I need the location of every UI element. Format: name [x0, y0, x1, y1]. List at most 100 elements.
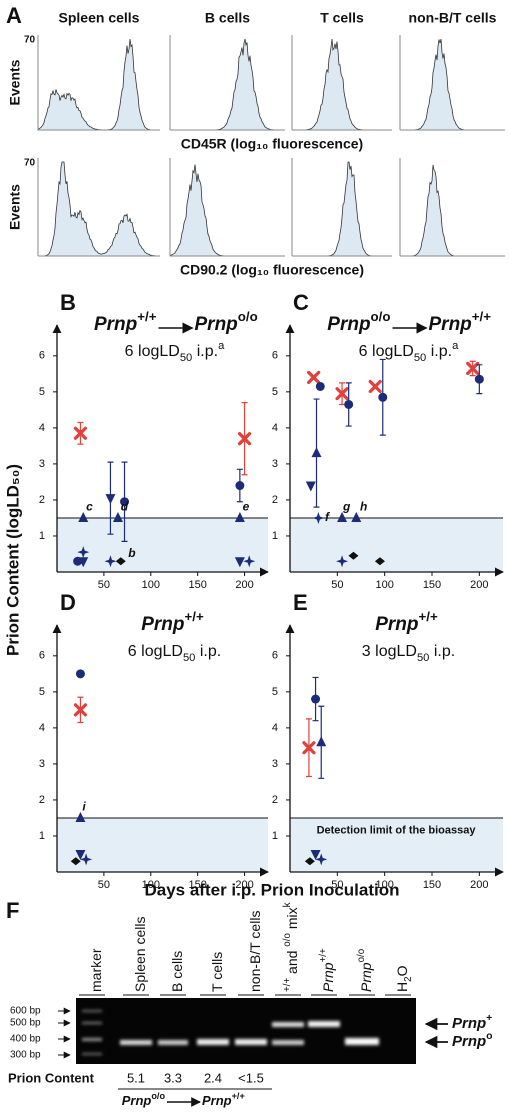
annotation: c	[86, 499, 93, 513]
x-tick-label: 200	[235, 579, 253, 591]
lane-label: non-B/T cells	[247, 911, 263, 992]
data-point	[115, 557, 126, 566]
text-segment: o/o	[282, 933, 293, 947]
data-point	[378, 392, 388, 402]
chart-title: Prnp+/+	[141, 609, 204, 635]
y-tick-label: 6	[272, 650, 278, 662]
data-point	[315, 381, 325, 391]
x-axis-label: CD45R (log₁₀ fluorescence)	[181, 136, 363, 152]
text-segment: i.p.	[195, 643, 221, 660]
lane-label: B cells	[169, 951, 185, 992]
data-point	[312, 511, 325, 524]
text-segment: +/+	[232, 1091, 245, 1101]
text-segment: 6 logLD	[125, 343, 180, 360]
transfer-from: Prnpo/o	[122, 1091, 166, 1108]
annotation: h	[360, 499, 367, 513]
text-segment: 50	[417, 652, 429, 664]
x-tick-label: 150	[188, 579, 206, 591]
data-point	[77, 546, 90, 559]
chart-title: Prnp+/+	[375, 609, 438, 635]
y-tick-label: 5	[39, 386, 45, 398]
x-tick-label: 100	[142, 879, 160, 891]
data-point	[351, 511, 362, 522]
data-point	[315, 853, 328, 866]
data-point	[316, 736, 327, 747]
y-tick-label: 1	[39, 530, 45, 542]
x-tick-label: 150	[423, 579, 441, 591]
annotation: e	[243, 499, 250, 513]
text-segment: O	[394, 965, 410, 976]
text-segment: Prnp	[375, 614, 418, 635]
lane-label: H2O	[394, 965, 414, 992]
y-tick-label: 1	[272, 530, 278, 542]
data-point	[304, 857, 315, 866]
text-segment: +/+	[419, 609, 438, 624]
chart-title: Prnp+/+	[429, 309, 492, 335]
data-point	[310, 849, 321, 860]
panel-label: A	[6, 3, 22, 28]
data-point	[78, 511, 89, 522]
y-max-label: 70	[24, 35, 36, 46]
band-label: Prnpo	[452, 1030, 493, 1050]
histogram	[38, 161, 160, 257]
gel-bands	[82, 1010, 379, 1055]
data-point	[80, 853, 93, 866]
data-point	[105, 494, 116, 505]
panel-label: E	[293, 590, 308, 615]
gel	[76, 998, 416, 1064]
y-tick-label: 6	[272, 350, 278, 362]
data-point	[75, 811, 86, 822]
text-segment: Prnp	[94, 314, 137, 335]
text-segment: H	[394, 982, 410, 992]
transfer-to: Prnp+/+	[202, 1091, 245, 1108]
x-tick-label: 50	[331, 879, 343, 891]
data-point	[305, 481, 316, 492]
text-segment: 6 logLD	[128, 643, 183, 660]
y-tick-label: 2	[272, 494, 278, 506]
x-tick-label: 50	[331, 579, 343, 591]
size-marker-label: 500 bp	[10, 1018, 41, 1029]
data-point	[237, 432, 252, 446]
data-point	[73, 426, 88, 440]
y-tick-label: 1	[39, 830, 45, 842]
x-axis-label: CD90.2 (log₁₀ fluorescence)	[180, 262, 364, 278]
text-segment: Prnp	[358, 962, 374, 992]
text-segment: i.p.	[192, 343, 218, 360]
text-segment: B cells	[169, 951, 185, 992]
y-max-label: 70	[24, 158, 36, 169]
text-segment: Prnp	[452, 1033, 486, 1050]
text-segment: 50	[414, 352, 426, 364]
size-marker-label: 400 bp	[10, 1034, 41, 1045]
x-axis-label: Days after i.p. Prion Inoculation	[144, 880, 399, 899]
y-tick-label: 1	[272, 830, 278, 842]
chart-subtitle: 3 logLD50 i.p.	[362, 643, 455, 664]
chart-subtitle: 6 logLD50 i.p.	[128, 643, 221, 664]
text-segment: +/+	[185, 609, 204, 624]
y-tick-label: 6	[39, 350, 45, 362]
prion-content-value: 3.3	[164, 1070, 182, 1085]
text-segment: +/+	[282, 978, 293, 992]
data-point	[344, 399, 354, 409]
data-point	[374, 557, 385, 566]
x-tick-label: 100	[375, 879, 393, 891]
below-detection-area	[290, 817, 503, 872]
x-tick-label: 200	[470, 879, 488, 891]
data-point	[73, 703, 88, 717]
annotation: g	[342, 499, 351, 513]
data-point	[302, 741, 316, 755]
text-segment: +/+	[318, 948, 329, 962]
prion-content-label: Prion Content	[8, 1070, 95, 1085]
y-tick-label: 6	[39, 650, 45, 662]
data-point	[70, 857, 81, 866]
text-segment: a	[452, 340, 459, 352]
text-segment: k	[282, 902, 293, 907]
text-segment: mix	[284, 907, 300, 933]
y-tick-label: 5	[39, 686, 45, 698]
y-tick-label: 4	[272, 722, 278, 734]
text-segment: a	[218, 340, 225, 352]
y-tick-label: 5	[272, 386, 278, 398]
histogram	[400, 164, 505, 257]
data-point	[348, 551, 359, 560]
annotation: Detection limit of the bioassay	[317, 824, 477, 836]
band-label: Prnp+	[452, 1012, 492, 1032]
